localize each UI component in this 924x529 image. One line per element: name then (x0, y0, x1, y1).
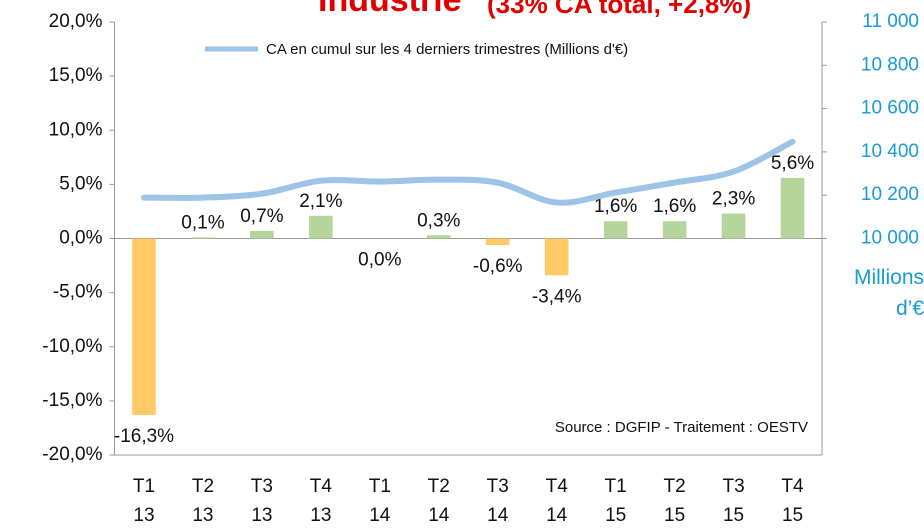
y-tick-label: 5,0% (59, 173, 102, 194)
data-label: 1,6% (653, 196, 696, 217)
annotation: Source : DGFIP - Traitement : OESTV (555, 419, 808, 436)
y-tick-label: -20,0% (42, 444, 102, 465)
data-label: 5,6% (771, 153, 814, 174)
x-tick-label: T1 14 (368, 476, 391, 526)
x-tick-label: T2 13 (191, 476, 215, 526)
y-tick-label: -15,0% (42, 390, 102, 411)
bar (485, 238, 510, 245)
y2-tick-label: 10 200 (861, 184, 919, 205)
bar (426, 235, 451, 239)
data-label: 0,1% (181, 212, 224, 233)
bar (780, 177, 805, 239)
x-tick-label: T4 13 (309, 476, 332, 526)
y-tick-label: 10,0% (49, 119, 103, 140)
y2-axis-label: Millions d’€ (853, 266, 924, 320)
y-tick-label: 0,0% (59, 228, 102, 249)
y2-tick-label: 10 800 (861, 54, 919, 75)
x-tick-label: T4 15 (781, 476, 804, 526)
bar (250, 230, 274, 239)
y2-tick-label: 10 000 (861, 228, 919, 249)
data-label: -16,3% (114, 426, 174, 447)
chart-subtitle: (33% CA total, +2,8%) (487, 0, 751, 19)
x-tick-label: T1 15 (604, 476, 627, 526)
data-label: 0,3% (417, 210, 460, 231)
x-tick-label: T3 13 (250, 476, 273, 526)
y2-tick-label: 10 600 (861, 98, 919, 119)
y-tick-label: 15,0% (49, 65, 103, 86)
x-tick-label: T3 14 (486, 476, 509, 526)
data-label: 2,1% (299, 191, 342, 212)
data-label: -0,6% (473, 256, 523, 277)
bar (662, 221, 687, 239)
data-label: -3,4% (532, 286, 582, 307)
x-tick-label: T4 14 (545, 476, 568, 526)
x-tick-label: T1 13 (132, 476, 156, 526)
line (140, 138, 796, 206)
y2-tick-label: 10 400 (861, 141, 919, 162)
bar (603, 221, 628, 239)
chart-title: Industrie (318, 0, 462, 19)
bar (721, 213, 746, 239)
data-label: 0,7% (240, 206, 283, 227)
y-tick-label: -5,0% (53, 282, 103, 303)
bar (132, 238, 156, 415)
bar (544, 238, 569, 276)
bar (309, 215, 333, 239)
y-tick-label: 20,0% (49, 11, 103, 32)
x-tick-label: T2 15 (663, 476, 686, 526)
data-label: 1,6% (594, 196, 637, 217)
y2-tick-label: 11 000 (862, 11, 919, 32)
bar (191, 237, 215, 239)
legend-label: CA en cumul sur les 4 derniers trimestre… (266, 41, 628, 58)
data-label: 0,0% (358, 250, 401, 271)
y-tick-label: -10,0% (42, 336, 102, 357)
data-label: 2,3% (712, 189, 755, 210)
x-tick-label: T3 15 (722, 476, 745, 526)
x-tick-label: T2 14 (427, 476, 450, 526)
